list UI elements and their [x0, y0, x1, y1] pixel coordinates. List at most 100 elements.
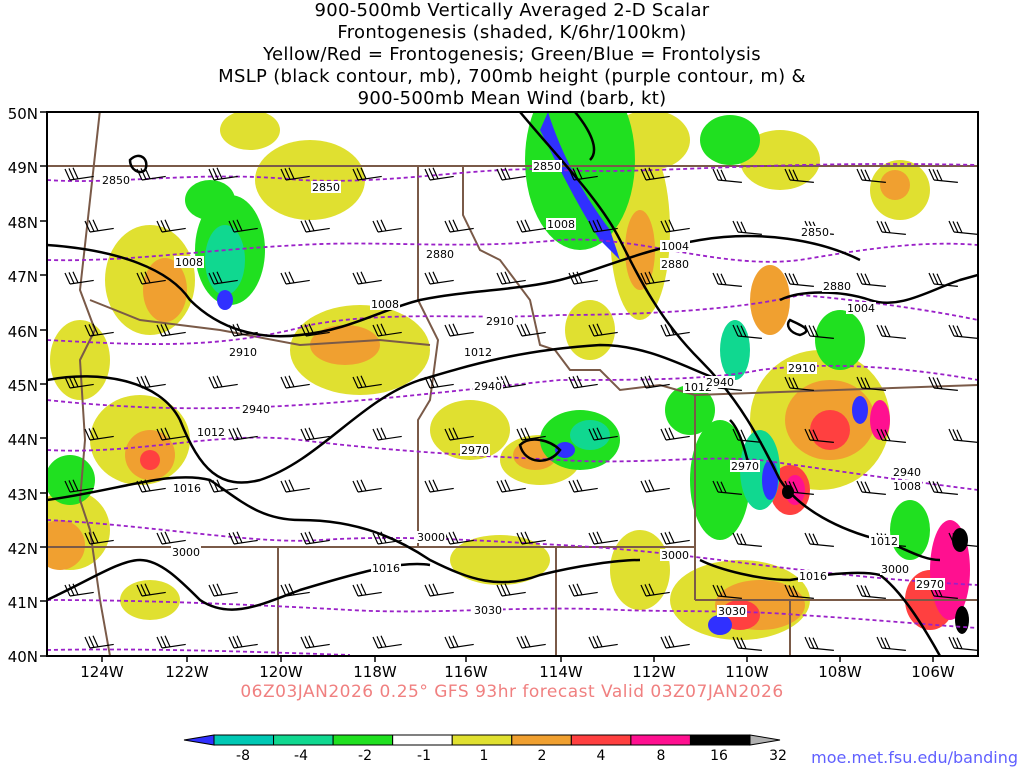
wind-barb-feather — [592, 532, 599, 544]
lon-label: 120W — [259, 663, 303, 681]
wind-barb-feather — [72, 479, 79, 492]
wind-barb-feather — [952, 221, 959, 233]
wind-barb-feather — [520, 324, 527, 336]
wind-barb-feather — [136, 584, 143, 597]
wind-barb-feather — [932, 273, 939, 285]
wind-barb-feather — [288, 583, 295, 596]
colorbar-label: -2 — [358, 748, 372, 764]
wind-barb-feather — [956, 533, 963, 546]
title-line-1: 900-500mb Vertically Averaged 2-D Scalar — [314, 0, 710, 21]
wind-barb-feather — [740, 637, 747, 650]
wind-barb-feather — [668, 323, 675, 336]
wind-barb-feather — [64, 272, 71, 285]
wind-barb-feather — [884, 429, 891, 442]
colorbar-label: 8 — [657, 748, 666, 764]
wind-barb-feather — [304, 532, 311, 544]
wind-barb-feather — [808, 637, 815, 649]
title-line-5: 900-500mb Mean Wind (barb, kt) — [357, 88, 667, 109]
wind-barb-feather — [444, 220, 451, 233]
mslp-label: 1012 — [870, 535, 898, 548]
wind-barb-feather — [156, 428, 163, 441]
wind-barb-feather — [660, 636, 667, 649]
credit-link[interactable]: moe.met.fsu.edu/banding — [811, 748, 1018, 767]
wind-barb-feather — [448, 324, 455, 336]
lon-label: 116W — [444, 663, 488, 681]
wind-barb-feather — [372, 324, 379, 337]
wind-barb-feather — [864, 585, 871, 598]
wind-barb-feather — [948, 636, 955, 649]
height-label: 2880 — [823, 280, 851, 293]
wind-barb-feather — [644, 168, 651, 180]
wind-barb-feather — [736, 325, 743, 337]
wind-barb-feather — [212, 480, 219, 492]
colorbar-label: -4 — [294, 748, 308, 764]
wind-barb-feather — [280, 272, 287, 285]
colorbar-swatch — [213, 734, 275, 746]
wind-barb-feather — [424, 168, 431, 181]
wind-barb-feather — [716, 481, 723, 493]
wind-barb-feather — [288, 167, 295, 180]
wind-barb-feather — [880, 325, 887, 337]
height-label: 3030 — [474, 604, 502, 617]
wind-barb-feather — [804, 532, 811, 545]
colorbar-swatch — [630, 734, 691, 746]
wind-barb-feather — [216, 167, 223, 180]
wind-barb-feather — [812, 429, 819, 442]
wind-barb-feather — [160, 532, 167, 544]
height-label: 2940 — [706, 376, 734, 389]
wind-barb-feather — [812, 637, 819, 650]
wind-barb-feather — [712, 272, 719, 285]
wind-barb-feather — [164, 323, 171, 336]
wind-barb-feather — [228, 636, 235, 649]
wind-barb-feather — [572, 376, 579, 388]
wind-barb-feather — [572, 480, 579, 492]
wind-barb-feather — [644, 272, 651, 284]
colorbar-swatch — [332, 734, 394, 746]
wind-barb-feather — [956, 429, 963, 442]
colorbar — [183, 734, 781, 746]
wind-barb-feather — [84, 220, 91, 233]
wind-barb-feather — [164, 427, 171, 440]
wind-barb-feather — [352, 376, 359, 389]
wind-barb-feather — [228, 324, 235, 337]
wind-barb-feather — [380, 531, 387, 544]
height-label: 2970 — [731, 460, 759, 473]
wind-barb-feather — [516, 636, 523, 649]
colorbar-swatch — [689, 734, 751, 746]
wind-barb-feather — [596, 531, 603, 544]
height-label: 2880 — [661, 258, 689, 271]
wind-barb-feather — [588, 324, 595, 337]
wind-barb-feather — [92, 635, 99, 648]
wind-barb-feather — [524, 531, 531, 544]
colorbar-label: 16 — [710, 748, 728, 764]
wind-barb-feather — [504, 583, 511, 596]
wind-barb-feather — [300, 220, 307, 233]
wind-barb-feather — [856, 272, 863, 285]
wind-barb-feather — [856, 376, 863, 389]
wind-barb-feather — [596, 323, 603, 336]
wind-barb-feather — [520, 636, 527, 648]
wind-barb-feather — [664, 532, 671, 544]
wind-barb-feather — [956, 325, 963, 338]
mslp-label: 1008 — [893, 480, 921, 493]
wind-barb-feather — [424, 584, 431, 597]
wind-barb-feather — [64, 480, 71, 493]
wind-barb-feather — [948, 428, 955, 441]
height-label: 2910 — [788, 362, 816, 375]
lat-label: 50N — [8, 105, 38, 123]
wind-barb-feather — [712, 480, 719, 493]
wind-barb-feather — [524, 323, 531, 336]
lat-ticks — [40, 111, 47, 657]
wind-barb-feather — [516, 428, 523, 441]
wind-barb-feather — [856, 168, 863, 181]
wind-barb-feather — [936, 169, 943, 182]
wind-barb-feather — [588, 636, 595, 649]
wind-barb-feather — [668, 219, 675, 232]
wind-barb-feather — [216, 375, 223, 388]
wind-barb-feather — [936, 273, 943, 286]
height-label: 2850 — [533, 160, 561, 173]
wind-barb-feather — [732, 636, 739, 649]
wind-barb-feather — [884, 221, 891, 234]
wind-barb-feather — [732, 428, 739, 441]
wind-barb-feather — [448, 532, 455, 544]
